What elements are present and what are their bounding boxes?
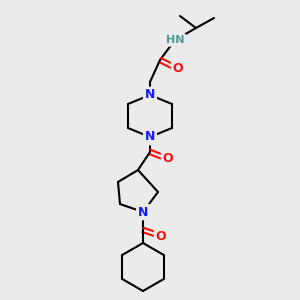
Text: HN: HN — [166, 35, 184, 45]
Text: O: O — [156, 230, 166, 242]
Text: N: N — [145, 130, 155, 143]
Text: O: O — [173, 62, 183, 76]
Text: N: N — [145, 88, 155, 101]
Text: O: O — [163, 152, 173, 166]
Text: N: N — [138, 206, 148, 218]
